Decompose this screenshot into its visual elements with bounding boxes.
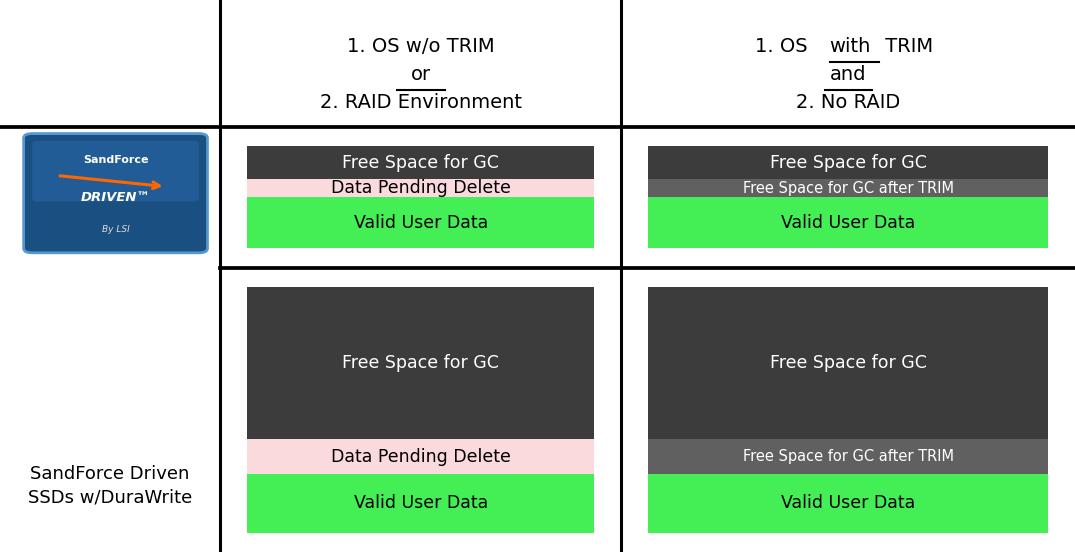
Text: Free Space for GC after TRIM: Free Space for GC after TRIM xyxy=(743,449,954,464)
Bar xyxy=(247,474,594,533)
Text: SandForce: SandForce xyxy=(83,155,148,165)
Text: Competitive SSDs
(No DuraWrite): Competitive SSDs (No DuraWrite) xyxy=(29,177,191,218)
Text: Valid User Data: Valid User Data xyxy=(354,214,488,232)
Text: Valid User Data: Valid User Data xyxy=(782,494,915,512)
Bar xyxy=(648,287,1048,439)
Text: Free Space for GC: Free Space for GC xyxy=(343,153,499,172)
Text: Valid User Data: Valid User Data xyxy=(782,214,915,232)
Bar xyxy=(648,179,1048,197)
FancyBboxPatch shape xyxy=(32,141,199,201)
Text: 1. OS w/o TRIM: 1. OS w/o TRIM xyxy=(347,38,494,56)
Text: SandForce Driven
SSDs w/DuraWrite: SandForce Driven SSDs w/DuraWrite xyxy=(28,465,192,507)
Bar xyxy=(648,146,1048,179)
Bar xyxy=(247,146,594,179)
Text: Free Space for GC after TRIM: Free Space for GC after TRIM xyxy=(743,181,954,195)
Bar xyxy=(247,439,594,474)
Text: Valid User Data: Valid User Data xyxy=(354,494,488,512)
Text: Free Space for GC: Free Space for GC xyxy=(770,354,927,372)
Text: 2. RAID Environment: 2. RAID Environment xyxy=(320,93,521,112)
Bar xyxy=(648,197,1048,248)
Bar xyxy=(648,439,1048,474)
Text: By LSI: By LSI xyxy=(102,225,129,234)
Text: Free Space for GC: Free Space for GC xyxy=(343,354,499,372)
Text: TRIM: TRIM xyxy=(879,38,933,56)
Text: Free Space for GC: Free Space for GC xyxy=(770,153,927,172)
Text: Data Pending Delete: Data Pending Delete xyxy=(331,179,511,197)
Text: DRIVEN™: DRIVEN™ xyxy=(81,191,150,204)
Text: Data Pending Delete: Data Pending Delete xyxy=(331,448,511,465)
Text: and: and xyxy=(830,65,866,84)
Bar xyxy=(247,197,594,248)
Bar xyxy=(247,179,594,197)
Text: with: with xyxy=(830,38,871,56)
Text: 2. No RAID: 2. No RAID xyxy=(797,93,900,112)
Text: or: or xyxy=(411,65,431,84)
Bar xyxy=(247,287,594,439)
Bar xyxy=(648,474,1048,533)
FancyBboxPatch shape xyxy=(24,134,207,253)
Text: 1. OS: 1. OS xyxy=(756,38,815,56)
